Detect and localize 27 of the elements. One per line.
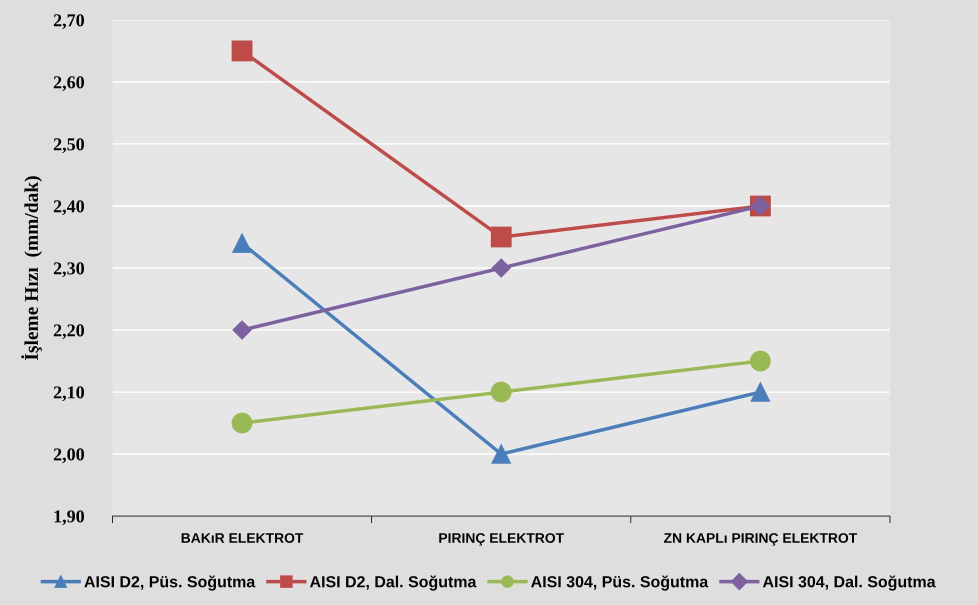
point [490, 382, 512, 402]
point [750, 382, 770, 402]
point [490, 226, 512, 248]
point [232, 233, 252, 253]
y-tick-label: 2,00 [54, 448, 84, 464]
x-tick-label: PIRINÇ ELEKTROT [439, 533, 564, 546]
point [232, 320, 252, 340]
y-tick-label: 2,50 [54, 138, 84, 154]
legend-label: AISI 304, Püs. Soğutma [531, 575, 708, 591]
x-tick-label: ZN KAPLı PIRINÇ ELEKTROT [664, 533, 858, 546]
legend-label: AISI 304, Dal. Soğutma [762, 575, 936, 591]
legend-label: AISI D2, Püs. Soğutma [84, 575, 256, 591]
y-tick-label: 2,40 [54, 200, 84, 216]
point [750, 350, 771, 372]
y-tick-label: 2,30 [54, 262, 84, 278]
y-tick-label: 2,20 [54, 324, 84, 340]
legend-label: AISI D2, Dal. Soğutma [310, 575, 476, 591]
point [492, 258, 511, 278]
point [232, 412, 252, 434]
y-tick-label: 2,70 [54, 14, 84, 30]
y-tick-label: 2,10 [54, 386, 84, 402]
y-axis-title: İşleme Hızı (mm/dak) [21, 176, 42, 360]
y-tick-label: 1,90 [54, 510, 84, 526]
x-tick-label: BAKıR ELEKTROT [182, 533, 304, 543]
point [232, 40, 252, 62]
y-tick-label: 2,60 [54, 76, 84, 92]
point [492, 444, 511, 464]
